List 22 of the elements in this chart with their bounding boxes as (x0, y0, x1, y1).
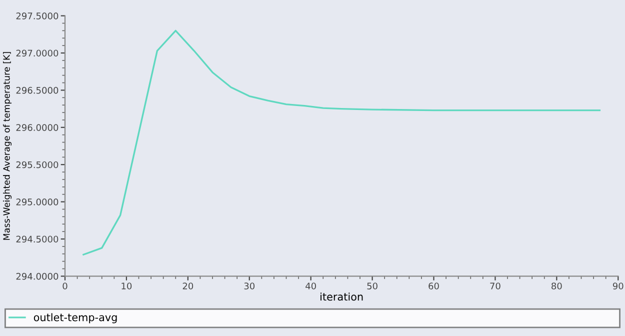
y-tick-label: 296.5000 (16, 86, 58, 94)
legend-label: outlet-temp-avg (34, 313, 117, 324)
x-tick-label: 30 (244, 282, 255, 290)
y-tick-label: 294.5000 (16, 236, 58, 243)
y-tick-label: 297.5000 (16, 12, 58, 20)
x-tick-label: 20 (182, 282, 194, 290)
x-tick-label: 60 (428, 282, 439, 290)
y-tick-label: 296.0000 (16, 124, 58, 131)
x-tick-label: 90 (612, 282, 624, 290)
x-tick-label: 10 (122, 282, 132, 290)
x-axis-title: iteration (320, 292, 363, 301)
x-tick-label: 50 (367, 282, 378, 290)
x-tick-label: 40 (306, 282, 316, 290)
y-tick-label: 295.5000 (16, 161, 58, 168)
x-tick-label: 0 (62, 282, 68, 290)
y-axis-title: Mass-Weighted Average of temperature [K] (3, 52, 12, 240)
line-series (82, 30, 601, 256)
x-tick-label: 80 (552, 282, 562, 290)
y-tick-label: 295.0000 (16, 198, 58, 206)
x-tick-label: 70 (490, 282, 500, 290)
y-tick-label: 297.0000 (16, 50, 58, 57)
y-tick-label: 294.0000 (16, 272, 58, 280)
